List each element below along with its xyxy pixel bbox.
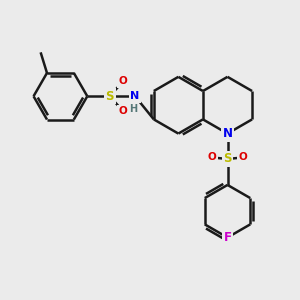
Text: O: O (208, 152, 216, 163)
Text: S: S (105, 90, 114, 103)
Text: O: O (119, 76, 128, 86)
Text: F: F (224, 231, 232, 244)
Text: H: H (130, 104, 138, 114)
Text: S: S (223, 152, 232, 166)
Text: O: O (119, 106, 128, 116)
Text: N: N (130, 91, 140, 101)
Text: O: O (239, 152, 248, 163)
Text: N: N (223, 127, 232, 140)
